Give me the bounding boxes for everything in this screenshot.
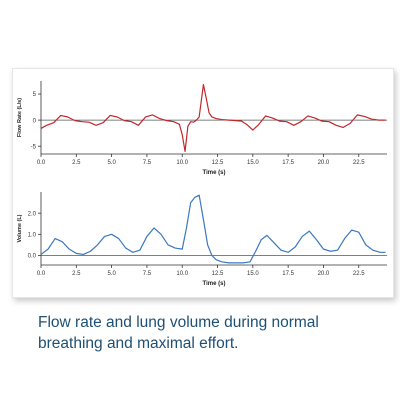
flow-x-tick-label: 12.5: [212, 160, 224, 166]
flow-x-tick-label: 7.5: [143, 160, 152, 166]
volume-series-line: [40, 194, 386, 264]
flow-x-tick-label: 10.0: [176, 160, 188, 166]
figure-card: -5 0 5 0.0 2.5 5.0 7.5 10.0 12.5 15.0 17.5 20.0 22.5…: [12, 68, 394, 298]
volume-y-tick-label: 2.0: [28, 211, 37, 217]
chart-canvas: -5 0 5 0.0 2.5 5.0 7.5 10.0 12.5 15.0 17.5 20.0 22.5…: [17, 81, 387, 287]
flow-x-axis-label: Time (s): [203, 170, 226, 176]
volume-y-tick-label: 0.0: [28, 254, 37, 260]
volume-x-axis-label: Time (s): [203, 281, 226, 287]
volume-x-tick-label: 22.5: [353, 271, 365, 277]
volume-y-axis-label: Volume (L): [17, 214, 23, 242]
flow-x-tick-label: 2.5: [72, 160, 81, 166]
flow-x-tick-label: 5.0: [107, 160, 116, 166]
volume-y-tick-label: 1.0: [28, 233, 37, 239]
volume-x-tick-label: 7.5: [143, 271, 152, 277]
flow-x-tick-label: 20.0: [318, 160, 330, 166]
flow-x-tick-label: 22.5: [353, 160, 365, 166]
flow-y-axis-label: Flow Rate (L/s): [17, 98, 23, 137]
volume-x-tick-label: 12.5: [212, 271, 224, 277]
flow-x-tick-label: 0.0: [37, 160, 46, 166]
volume-x-tick-label: 20.0: [318, 271, 330, 277]
flow-series-line: [40, 84, 386, 152]
volume-x-tick-label: 2.5: [72, 271, 81, 277]
figure-caption: Flow rate and lung volume during normal …: [38, 314, 319, 352]
volume-x-tick-label: 5.0: [107, 271, 116, 277]
volume-x-tick-label: 10.0: [176, 271, 188, 277]
volume-x-tick-label: 0.0: [37, 271, 46, 277]
flow-y-tick-label: -5: [31, 144, 37, 150]
flow-x-tick-label: 15.0: [247, 160, 259, 166]
volume-x-tick-label: 15.0: [247, 271, 259, 277]
flow-x-tick-label: 17.5: [282, 160, 294, 166]
flow-y-tick-label: 0: [33, 118, 37, 124]
flow-y-tick-label: 5: [33, 92, 37, 98]
volume-x-tick-label: 17.5: [282, 271, 294, 277]
